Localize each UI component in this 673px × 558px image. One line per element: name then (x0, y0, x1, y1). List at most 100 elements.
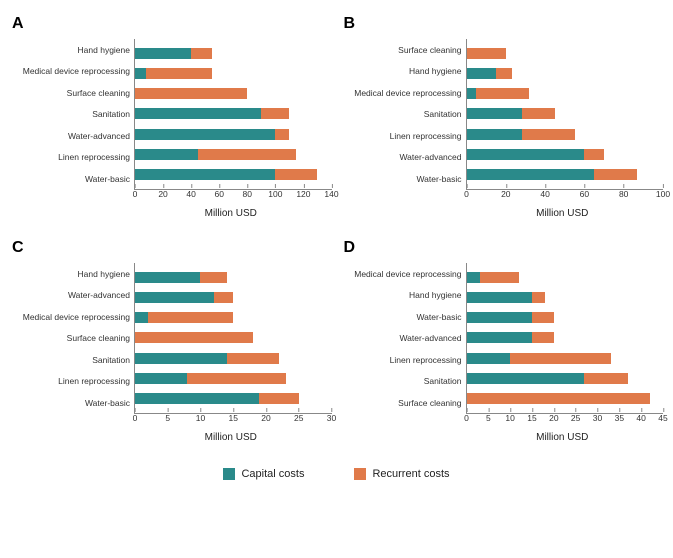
bar-row (135, 169, 332, 180)
bar-segment-capital (135, 149, 198, 160)
panel-a-xlabel: Million USD (130, 208, 332, 219)
x-tick: 0 (133, 413, 138, 423)
bar-segment-capital (467, 312, 532, 323)
x-tick: 40 (186, 189, 195, 199)
panel-b-xlabel: Million USD (462, 208, 664, 219)
bar-segment-capital (135, 169, 275, 180)
bar-segment-recurrent (135, 88, 247, 99)
bar-segment-recurrent (135, 332, 253, 343)
bar-segment-capital (135, 48, 191, 59)
bar-segment-recurrent (467, 48, 506, 59)
panel-d: D Medical device reprocessing Hand hygie… (342, 239, 664, 443)
category-label: Hand hygiene (10, 266, 130, 282)
category-label: Hand hygiene (342, 287, 462, 303)
bar-row (135, 272, 332, 283)
bar-row (467, 108, 664, 119)
panel-b: B Surface cleaning Hand hygiene Medical … (342, 15, 664, 219)
bar-segment-recurrent (187, 373, 285, 384)
category-label: Water-advanced (342, 330, 462, 346)
panel-b-categories: Surface cleaning Hand hygiene Medical de… (342, 39, 466, 190)
bar-segment-recurrent (476, 88, 529, 99)
bar-segment-recurrent (594, 169, 637, 180)
bar-row (135, 353, 332, 364)
x-tick: 5 (486, 413, 491, 423)
bar-segment-recurrent (198, 149, 296, 160)
bar-segment-recurrent (275, 129, 289, 140)
legend-label: Capital costs (241, 468, 304, 480)
legend: Capital costs Recurrent costs (10, 468, 663, 480)
bar-segment-recurrent (510, 353, 610, 364)
category-label: Linen reprocessing (342, 352, 462, 368)
x-tick: 0 (464, 189, 469, 199)
bar-segment-capital (467, 68, 496, 79)
x-tick: 25 (294, 413, 303, 423)
legend-swatch-recurrent (354, 468, 366, 480)
bar-segment-recurrent (200, 272, 226, 283)
bar-segment-recurrent (146, 68, 212, 79)
legend-item-capital: Capital costs (223, 468, 304, 480)
category-label: Surface cleaning (10, 85, 130, 101)
x-tick: 100 (656, 189, 670, 199)
x-tick: 100 (268, 189, 282, 199)
bar-segment-capital (135, 292, 214, 303)
bar-segment-capital (467, 149, 585, 160)
category-label: Linen reprocessing (10, 374, 130, 390)
panel-c: C Hand hygiene Water-advanced Medical de… (10, 239, 332, 443)
category-label: Linen reprocessing (342, 128, 462, 144)
x-tick: 10 (505, 413, 514, 423)
panel-c-xlabel: Million USD (130, 432, 332, 443)
bar-row (135, 292, 332, 303)
panel-b-chart: Surface cleaning Hand hygiene Medical de… (342, 39, 664, 190)
x-tick: 20 (261, 413, 270, 423)
panel-d-categories: Medical device reprocessing Hand hygiene… (342, 263, 466, 414)
bar-segment-capital (467, 272, 480, 283)
category-label: Sanitation (342, 374, 462, 390)
bar-segment-capital (135, 373, 187, 384)
bar-row (467, 129, 664, 140)
bar-segment-recurrent (148, 312, 233, 323)
bar-row (467, 48, 664, 59)
bar-row (135, 48, 332, 59)
x-tick: 15 (229, 413, 238, 423)
bar-segment-capital (135, 68, 146, 79)
bar-segment-capital (135, 108, 261, 119)
bar-segment-recurrent (480, 272, 519, 283)
category-label: Sanitation (342, 106, 462, 122)
panel-b-plot: 020406080100 (466, 39, 664, 190)
panel-c-label: C (12, 239, 332, 257)
bar-row (467, 272, 664, 283)
panel-d-plot: 051015202530354045 (466, 263, 664, 414)
bar-row (135, 108, 332, 119)
category-label: Sanitation (10, 352, 130, 368)
panel-a-chart: Hand hygiene Medical device reprocessing… (10, 39, 332, 190)
bar-segment-recurrent (259, 393, 298, 404)
category-label: Sanitation (10, 106, 130, 122)
x-tick: 45 (658, 413, 667, 423)
bar-row (135, 129, 332, 140)
bar-segment-recurrent (275, 169, 317, 180)
panel-d-chart: Medical device reprocessing Hand hygiene… (342, 263, 664, 414)
panel-a: A Hand hygiene Medical device reprocessi… (10, 15, 332, 219)
bar-row (467, 353, 664, 364)
bar-row (467, 88, 664, 99)
x-tick: 15 (527, 413, 536, 423)
category-label: Water-basic (10, 395, 130, 411)
x-tick: 20 (549, 413, 558, 423)
bar-segment-recurrent (532, 292, 545, 303)
panel-b-label: B (344, 15, 664, 33)
bar-segment-capital (467, 292, 532, 303)
bar-row (467, 68, 664, 79)
x-tick: 20 (501, 189, 510, 199)
bar-segment-capital (135, 272, 200, 283)
bar-segment-recurrent (532, 312, 554, 323)
x-tick: 30 (327, 413, 336, 423)
bar-segment-recurrent (261, 108, 289, 119)
x-tick: 40 (636, 413, 645, 423)
bar-row (135, 373, 332, 384)
x-tick: 60 (580, 189, 589, 199)
bar-segment-capital (467, 129, 522, 140)
legend-label: Recurrent costs (372, 468, 449, 480)
x-tick: 40 (540, 189, 549, 199)
bar-segment-capital (135, 393, 259, 404)
x-tick: 140 (324, 189, 338, 199)
